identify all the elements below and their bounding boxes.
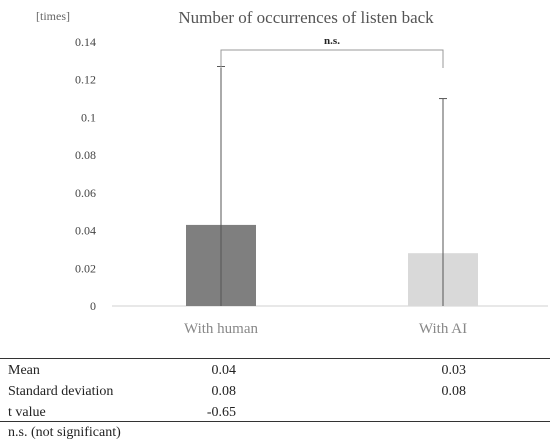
bar-chart: Number of occurrences of listen back [ti… — [36, 8, 548, 337]
significance-bracket: n.s. — [220, 35, 444, 68]
stats-row: t value -0.65 — [0, 402, 550, 423]
y-tick-label: 0.14 — [75, 35, 96, 49]
y-axis-ticks: 0 0.02 0.04 0.06 0.08 0.1 0.12 0.14 — [75, 35, 96, 313]
x-tick-label: With human — [184, 321, 258, 337]
y-tick-label: 0.02 — [75, 261, 96, 275]
stats-value-with-ai: 0.03 — [441, 363, 467, 378]
x-tick-label: With AI — [419, 321, 467, 337]
y-unit-label: [times] — [36, 9, 70, 23]
bars — [186, 66, 478, 306]
stats-value-with-human: -0.65 — [206, 405, 236, 420]
y-tick-label: 0.08 — [75, 148, 96, 162]
significance-note: n.s. (not significant) — [8, 425, 121, 440]
table-bottom-rule — [0, 421, 550, 422]
stats-value-with-human: 0.08 — [211, 384, 237, 399]
stats-table: Mean 0.04 0.03 Standard deviation 0.08 0.08 t … — [0, 360, 550, 423]
table-top-rule — [0, 358, 550, 359]
y-tick-label: 0.1 — [81, 110, 96, 124]
stats-label: Mean — [8, 363, 40, 378]
x-axis-ticks: With human With AI — [184, 321, 467, 337]
stats-label: t value — [8, 405, 46, 420]
y-tick-label: 0.12 — [75, 73, 96, 87]
y-tick-label: 0.04 — [75, 224, 96, 238]
significance-label: n.s. — [324, 35, 340, 47]
chart-title: Number of occurrences of listen back — [178, 8, 434, 27]
y-tick-label: 0.06 — [75, 186, 96, 200]
y-tick-label: 0 — [90, 299, 96, 313]
stats-label: Standard deviation — [8, 384, 114, 399]
stats-value-with-human: 0.04 — [211, 363, 237, 378]
stats-row: Mean 0.04 0.03 — [0, 360, 550, 381]
stats-row: Standard deviation 0.08 0.08 — [0, 381, 550, 402]
stats-value-with-ai: 0.08 — [441, 384, 467, 399]
